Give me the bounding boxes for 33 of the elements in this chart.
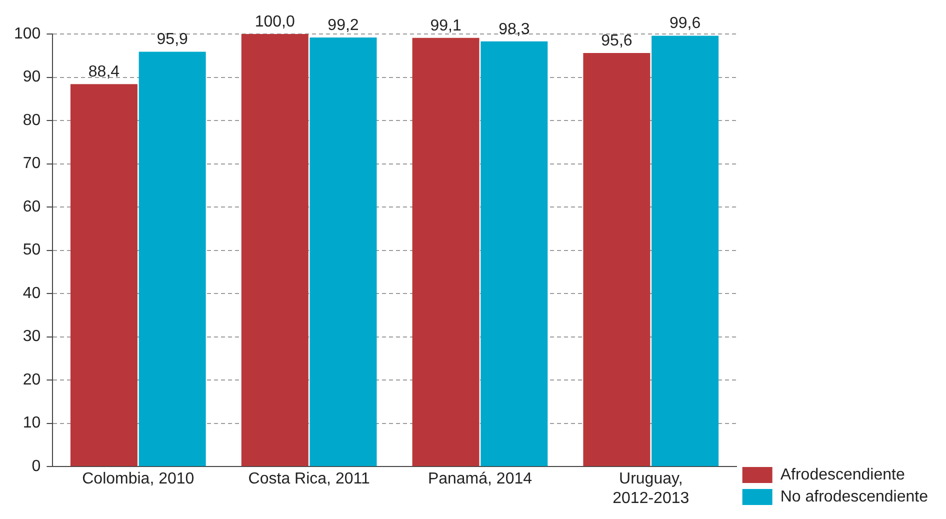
- y-tick-label: 40: [22, 284, 41, 302]
- data-label: 95,6: [601, 32, 632, 50]
- y-tick-label: 20: [22, 371, 41, 388]
- legend-label: No afrodescendiente: [780, 488, 928, 506]
- bar: [652, 36, 719, 466]
- data-label: 99,1: [430, 17, 462, 34]
- x-tick-label: Uruguay, 2012-2013: [612, 470, 690, 507]
- data-label: 95,9: [156, 31, 188, 48]
- y-tick-label: 30: [22, 328, 41, 346]
- x-tick-label: Panamá, 2014: [428, 470, 532, 488]
- x-tick-label: Colombia, 2010: [82, 470, 194, 488]
- bar: [241, 34, 308, 466]
- y-tick-label: 70: [22, 155, 41, 172]
- y-tick-label: 100: [14, 25, 41, 42]
- y-tick-label: 0: [32, 458, 41, 476]
- y-tick-label: 80: [22, 112, 41, 129]
- y-tick-label: 50: [22, 242, 41, 259]
- bar: [70, 84, 138, 466]
- bar: [138, 52, 206, 466]
- y-tick-label: 60: [22, 198, 41, 216]
- y-tick-label: 10: [22, 414, 41, 432]
- y-tick-label: 90: [22, 68, 41, 86]
- legend-label: Afrodescendiente: [780, 466, 905, 484]
- data-label: 99,2: [328, 16, 359, 34]
- bar: [583, 53, 650, 466]
- data-label: 100,0: [254, 13, 295, 30]
- data-label: 98,3: [498, 20, 530, 38]
- x-tick-label: Costa Rica, 2011: [248, 470, 370, 488]
- data-label: 88,4: [88, 64, 120, 81]
- bar: [480, 41, 548, 466]
- bar: [412, 38, 480, 466]
- bar: [310, 37, 377, 466]
- data-label: 99,6: [670, 15, 701, 32]
